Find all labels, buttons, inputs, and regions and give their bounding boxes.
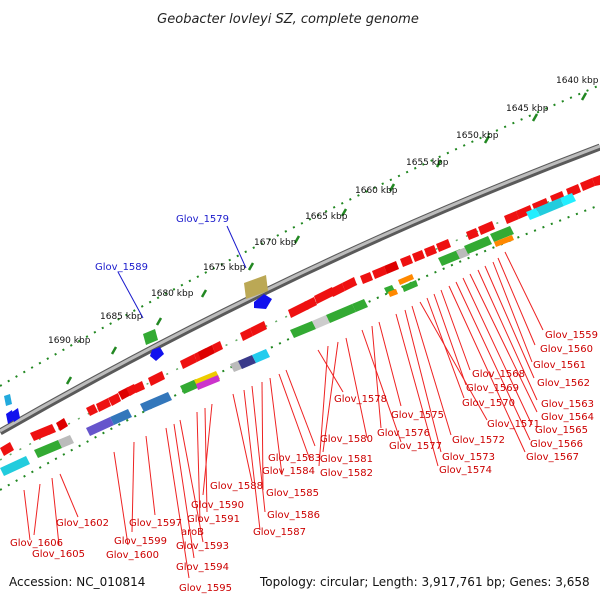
gene-label: Glov_1586 xyxy=(267,510,320,521)
tick-label-1685: 1685 kbp xyxy=(100,312,143,322)
gene-label: Glov_1585 xyxy=(266,488,319,499)
tick-label-1675: 1675 kbp xyxy=(203,263,246,273)
red-callouts xyxy=(23,251,544,579)
gene-label: Glov_1593 xyxy=(176,541,229,552)
forward-genes xyxy=(0,175,600,456)
gene-label: Glov_1569 xyxy=(466,383,519,394)
ruler-tick-labels: 1640 kbp 1645 kbp 1650 kbp 1655 kbp 1660… xyxy=(48,76,599,346)
ruler-dotted-arc xyxy=(0,85,599,387)
gene-label: Glov_1575 xyxy=(391,410,444,421)
gene-label: Glov_1566 xyxy=(530,439,583,450)
gene-label: Glov_1568 xyxy=(472,369,525,380)
ruler-major-ticks xyxy=(65,92,588,385)
tick-label-1660: 1660 kbp xyxy=(355,186,398,196)
backbone xyxy=(0,143,600,436)
gene-label: Glov_1605 xyxy=(32,549,85,560)
tick-label-1640: 1640 kbp xyxy=(556,76,599,86)
map-title: Geobacter lovleyi SZ, complete genome xyxy=(157,12,419,27)
tick-label-1645: 1645 kbp xyxy=(506,104,549,114)
gene-label: Glov_1571 xyxy=(487,419,540,430)
gene-label: Glov_1565 xyxy=(535,425,588,436)
accession-text: Accession: NC_010814 xyxy=(9,575,145,589)
upper-features xyxy=(4,275,272,424)
tick-label-1650: 1650 kbp xyxy=(456,131,499,141)
gene-label: Glov_1577 xyxy=(389,441,442,452)
gene-label: Glov_1581 xyxy=(320,454,373,465)
gene-label: Glov_1562 xyxy=(537,378,590,389)
tick-label-1655: 1655 kbp xyxy=(406,158,449,168)
gene-label: Glov_1560 xyxy=(540,344,593,355)
gene-label: Glov_1578 xyxy=(334,394,387,405)
gene-label: Glov_1588 xyxy=(210,481,263,492)
tick-label-1665: 1665 kbp xyxy=(305,212,348,222)
gene-label: Glov_1576 xyxy=(377,428,430,439)
topology-text: Topology: circular; Length: 3,917,761 bp… xyxy=(259,575,590,589)
gene-label: Glov_1600 xyxy=(106,550,159,561)
gene-label: Glov_1594 xyxy=(176,562,229,573)
gene-label: Glov_1602 xyxy=(56,518,109,529)
tick-label-1670: 1670 kbp xyxy=(254,238,297,248)
gene-label: Glov_1606 xyxy=(10,538,63,549)
tick-label-1690: 1690 kbp xyxy=(48,336,91,346)
domain-blocks xyxy=(0,193,576,476)
gene-label: Glov_1574 xyxy=(439,465,492,476)
gene-label: Glov_1580 xyxy=(320,434,373,445)
gene-label-glov1589: Glov_1589 xyxy=(95,262,148,273)
gene-label: Glov_1587 xyxy=(253,527,306,538)
gene-label: Glov_1567 xyxy=(526,452,579,463)
gene-label: Glov_1599 xyxy=(114,536,167,547)
gene-label: aroB xyxy=(181,527,204,538)
gene-label: Glov_1591 xyxy=(187,514,240,525)
gene-label: Glov_1584 xyxy=(262,466,315,477)
tick-label-1680: 1680 kbp xyxy=(151,289,194,299)
blue-callouts xyxy=(117,225,247,319)
gene-label: Glov_1590 xyxy=(191,500,244,511)
gene-label: Glov_1564 xyxy=(541,412,594,423)
gene-label: Glov_1595 xyxy=(179,583,232,594)
gene-label-glov1579: Glov_1579 xyxy=(176,214,229,225)
red-gene-labels: Glov_1559 Glov_1560 Glov_1561 Glov_1562 … xyxy=(10,330,598,594)
gene-label: Glov_1573 xyxy=(442,452,495,463)
gene-label: Glov_1563 xyxy=(541,399,594,410)
gene-label: Glov_1597 xyxy=(129,518,182,529)
gene-label: Glov_1583 xyxy=(268,453,321,464)
gene-label: Glov_1572 xyxy=(452,435,505,446)
gene-label: Glov_1559 xyxy=(545,330,598,341)
gene-label: Glov_1570 xyxy=(462,398,515,409)
gene-label: Glov_1561 xyxy=(533,360,586,371)
gene-label: Glov_1582 xyxy=(320,468,373,479)
